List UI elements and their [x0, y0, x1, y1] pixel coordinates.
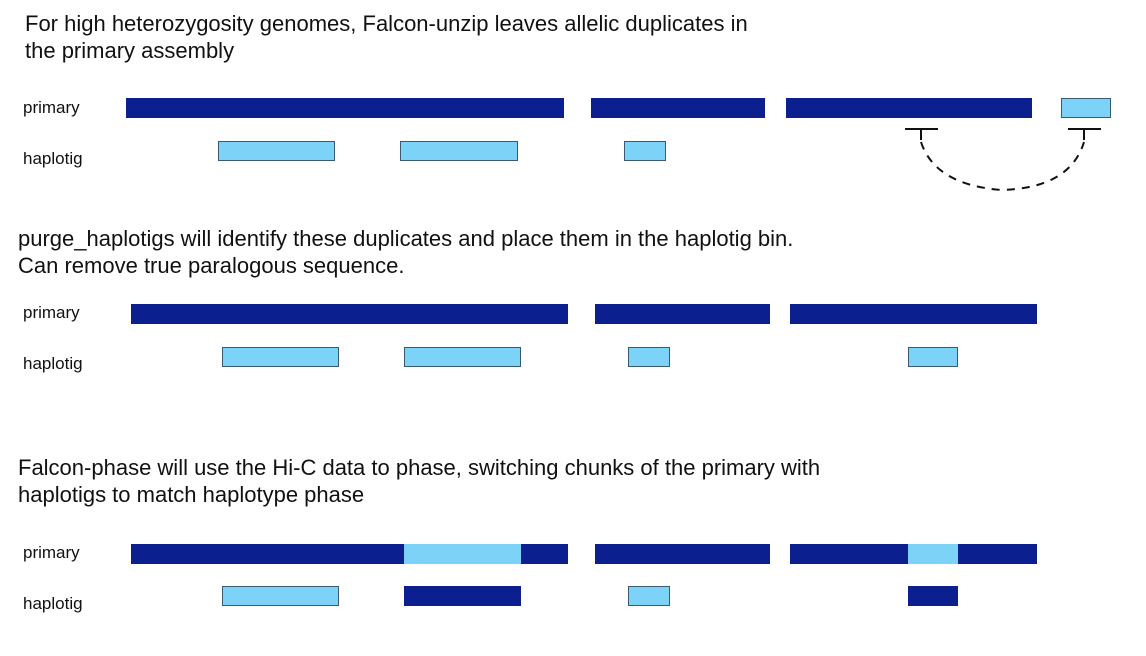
- panel-1-primary-label: primary: [23, 98, 80, 117]
- panel-2-primary-contig-2: [595, 304, 770, 324]
- panel-1-heading-line-2: the primary assembly: [25, 38, 235, 63]
- panel-3-haplotig-label: haplotig: [23, 594, 83, 613]
- panel-3-primary-label: primary: [23, 543, 80, 562]
- panel-2-haplotig-label: haplotig: [23, 354, 83, 373]
- panel-1-primary-contig-3: [786, 98, 1032, 118]
- panel-1-haplotig-1: [218, 141, 335, 161]
- panel-2-heading: purge_haplotigs will identify these dupl…: [18, 225, 793, 279]
- panel-1-haplotig-3: [624, 141, 666, 161]
- panel-1-primary-duplicate-contig: [1061, 98, 1111, 118]
- panel-3-heading-line-2: haplotigs to match haplotype phase: [18, 482, 365, 507]
- panel-3-heading: Falcon-phase will use the Hi-C data to p…: [18, 454, 820, 508]
- panel-2-haplotig-2: [404, 347, 521, 367]
- panel-1-primary-contig-2: [591, 98, 765, 118]
- panel-3-haplotig-3: [628, 586, 670, 606]
- panel-3-primary-swapped-chunk-1: [404, 544, 521, 564]
- panel-1-heading-line-1: For high heterozygosity genomes, Falcon-…: [25, 11, 748, 36]
- panel-2-primary-contig-3: [790, 304, 1037, 324]
- panel-3-primary-swapped-chunk-2: [908, 544, 958, 564]
- panel-1-heading: For high heterozygosity genomes, Falcon-…: [25, 10, 748, 64]
- panel-1-haplotig-2: [400, 141, 518, 161]
- panel-3-heading-line-1: Falcon-phase will use the Hi-C data to p…: [18, 455, 821, 480]
- panel-3-haplotig-1: [222, 586, 339, 606]
- panel-3-haplotig-4-swapped: [908, 586, 958, 606]
- panel-2-primary-label: primary: [23, 303, 80, 322]
- panel-2-haplotig-3: [628, 347, 670, 367]
- panel-2-heading-line-1: purge_haplotigs will identify these dupl…: [18, 226, 794, 251]
- panel-2-primary-contig-1: [131, 304, 568, 324]
- panel-2-haplotig-1: [222, 347, 339, 367]
- panel-3-primary-contig-2: [595, 544, 770, 564]
- panel-1-primary-contig-1: [126, 98, 564, 118]
- panel-2-heading-line-2: Can remove true paralogous sequence.: [18, 253, 405, 278]
- panel-2-haplotig-4: [908, 347, 958, 367]
- panel-1-haplotig-label: haplotig: [23, 149, 83, 168]
- panel-3-haplotig-2-swapped: [404, 586, 521, 606]
